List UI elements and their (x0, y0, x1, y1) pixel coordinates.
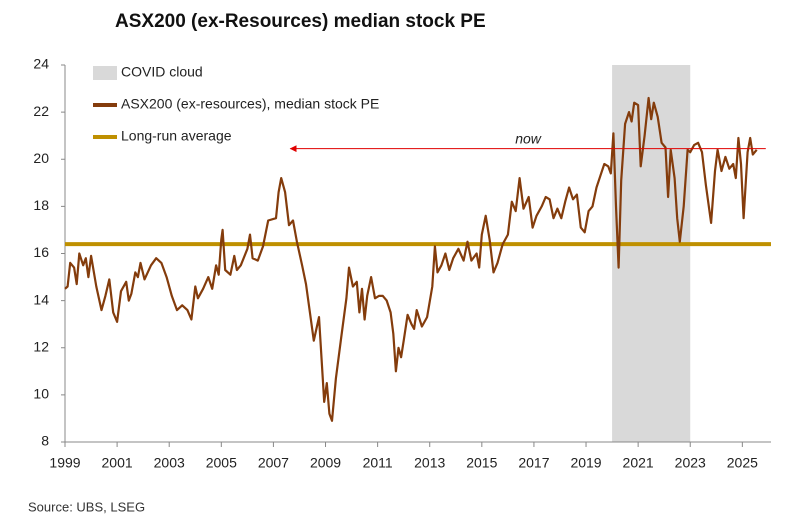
shaded-region (612, 65, 691, 442)
y-tick-label: 24 (33, 56, 49, 72)
x-tick-label: 2011 (363, 455, 393, 471)
y-tick-label: 10 (33, 386, 49, 402)
legend-label: COVID cloud (121, 64, 203, 80)
legend-label: ASX200 (ex-resources), median stock PE (121, 96, 379, 112)
data-line (64, 96, 758, 422)
source: Source: UBS, LSEG (28, 499, 145, 514)
x-tick-label: 1999 (49, 455, 80, 471)
x-tick-label: 2023 (675, 455, 706, 471)
y-tick-label: 12 (33, 338, 49, 354)
legend-swatch (93, 66, 117, 80)
annotation-label: now (515, 130, 542, 146)
x-tick-label: 2015 (466, 455, 497, 471)
x-tick-label: 2025 (727, 455, 758, 471)
y-tick-label: 18 (33, 197, 49, 213)
x-tick-label: 2021 (623, 455, 654, 471)
legend-label: Long-run average (121, 128, 232, 144)
x-tick-label: 2007 (258, 455, 289, 471)
chart-title: ASX200 (ex-Resources) median stock PE (115, 11, 486, 32)
x-tick-label: 2009 (310, 455, 341, 471)
x-tick-label: 2001 (102, 455, 133, 471)
x-tick-label: 2017 (518, 455, 549, 471)
y-tick-label: 8 (41, 433, 49, 449)
y-tick-label: 16 (33, 244, 49, 260)
x-tick-label: 2019 (570, 455, 601, 471)
x-tick-label: 2003 (154, 455, 185, 471)
y-tick-label: 20 (33, 150, 49, 166)
y-tick-label: 14 (33, 291, 49, 307)
y-tick-label: 22 (33, 103, 49, 119)
x-tick-label: 2013 (414, 455, 445, 471)
x-tick-label: 2005 (206, 455, 237, 471)
